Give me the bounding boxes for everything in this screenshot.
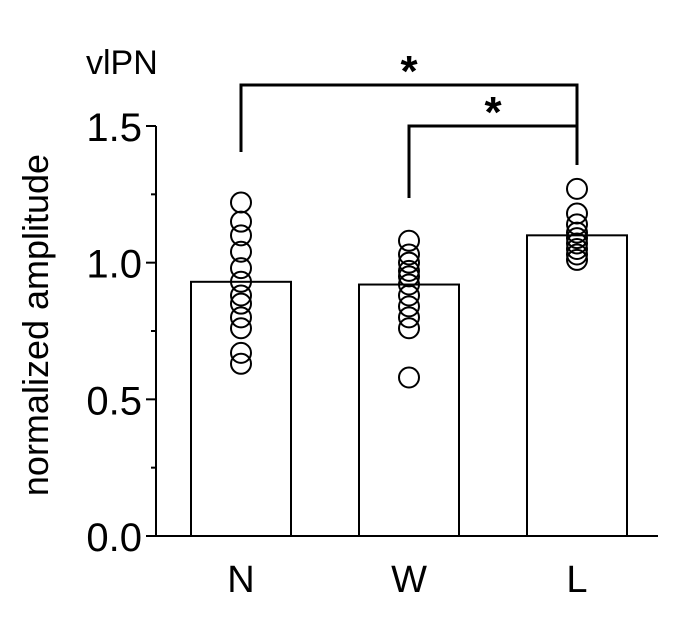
data-point-L-9 (566, 248, 588, 271)
bar-L (526, 234, 628, 537)
data-point-N-3 (230, 224, 252, 247)
data-point-W-1 (398, 229, 420, 252)
data-point-W-10 (398, 317, 420, 340)
data-point-W-4 (398, 259, 420, 282)
y-tick-label-1.0: 1.0 (86, 243, 142, 287)
data-point-W-8 (398, 295, 420, 318)
y-axis-label: normalized amplitude (15, 154, 56, 496)
data-point-L-6 (566, 232, 588, 255)
data-point-W-6 (398, 273, 420, 296)
data-point-N-8 (230, 292, 252, 315)
significance-bracket-W-L (407, 124, 579, 198)
data-point-L-5 (566, 227, 588, 250)
data-point-N-10 (230, 317, 252, 340)
data-point-W-3 (398, 251, 420, 274)
axes-group: 0.0 0.5 1.0 1.5 N W L (86, 106, 658, 601)
x-tick-label-L: L (566, 559, 587, 601)
x-tick-label-W: W (391, 559, 427, 601)
data-point-W-9 (398, 306, 420, 329)
data-point-N-12 (230, 352, 252, 375)
data-point-N-5 (230, 257, 252, 280)
data-point-N-9 (230, 306, 252, 329)
data-point-W-7 (398, 284, 420, 307)
y-tick-label-0.5: 0.5 (86, 379, 142, 423)
data-point-N-6 (230, 270, 252, 293)
chart-title: vlPN (86, 44, 158, 82)
data-point-N-1 (230, 191, 252, 214)
data-point-N-11 (230, 341, 252, 364)
data-point-L-4 (566, 221, 588, 244)
y-tick-label-0.0: 0.0 (86, 516, 142, 560)
data-point-N-7 (230, 284, 252, 307)
data-point-L-8 (566, 243, 588, 266)
data-point-N-2 (230, 210, 252, 233)
data-point-W-2 (398, 243, 420, 266)
points-group (230, 177, 588, 389)
bar-N (190, 280, 292, 537)
significance-star-N-L: * (400, 47, 418, 96)
bar-W (358, 283, 460, 537)
data-point-W-11 (398, 366, 420, 389)
x-tick-label-N: N (227, 559, 254, 601)
data-point-L-7 (566, 238, 588, 260)
significance-star-W-L: * (484, 88, 502, 137)
data-point-N-4 (230, 240, 252, 263)
y-tick-label-1.5: 1.5 (86, 106, 142, 150)
data-point-L-1 (566, 177, 588, 200)
significance-group: ** (239, 47, 579, 198)
